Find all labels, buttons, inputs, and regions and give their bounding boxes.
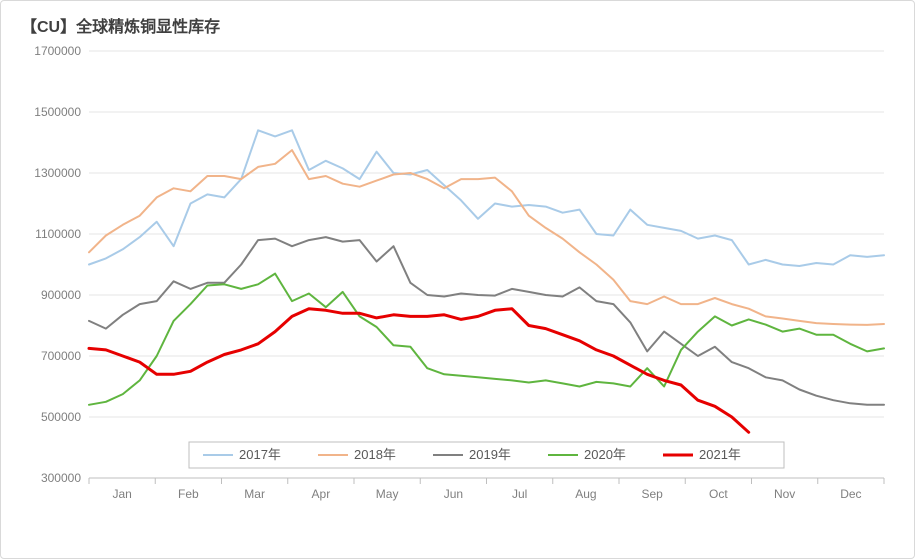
svg-text:700000: 700000 [41, 349, 81, 363]
svg-text:500000: 500000 [41, 410, 81, 424]
svg-text:Nov: Nov [774, 487, 795, 501]
svg-text:2020年: 2020年 [584, 447, 626, 462]
svg-text:Jan: Jan [112, 487, 131, 501]
svg-text:1500000: 1500000 [34, 105, 81, 119]
svg-text:Feb: Feb [178, 487, 199, 501]
line-chart: 300000 500000 700000 900000 1100000 1300000 15… [19, 43, 896, 542]
svg-text:1300000: 1300000 [34, 166, 81, 180]
svg-text:300000: 300000 [41, 471, 81, 485]
svg-text:2019年: 2019年 [469, 447, 511, 462]
svg-text:2021年: 2021年 [699, 447, 741, 462]
svg-text:Sep: Sep [641, 487, 663, 501]
svg-text:Apr: Apr [312, 487, 331, 501]
svg-text:2017年: 2017年 [239, 447, 281, 462]
svg-text:Oct: Oct [709, 487, 728, 501]
svg-text:May: May [376, 487, 399, 501]
svg-text:2018年: 2018年 [354, 447, 396, 462]
chart-card: 【CU】全球精炼铜显性库存 300000 500000 700000 900000 11… [0, 0, 915, 559]
svg-text:Jul: Jul [512, 487, 527, 501]
svg-text:Aug: Aug [575, 487, 596, 501]
legend: 2017年 2018年 2019年 2020年 2021年 [189, 442, 784, 468]
chart-title: 【CU】全球精炼铜显性库存 [21, 13, 896, 37]
chart-area: 300000 500000 700000 900000 1100000 1300000 15… [19, 43, 896, 542]
svg-text:Jun: Jun [444, 487, 463, 501]
svg-text:1100000: 1100000 [35, 227, 81, 241]
svg-text:900000: 900000 [41, 288, 81, 302]
svg-text:Mar: Mar [244, 487, 265, 501]
svg-text:Dec: Dec [840, 487, 861, 501]
svg-text:1700000: 1700000 [34, 44, 81, 58]
